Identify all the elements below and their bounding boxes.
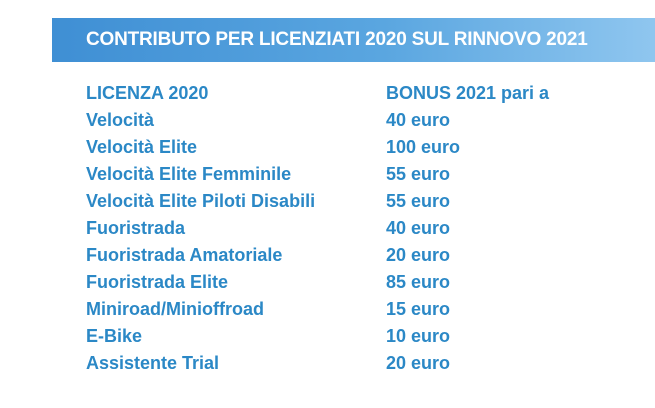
table-row: Velocità Elite Piloti Disabili 55 euro [86,188,606,215]
license-cell: Assistente Trial [86,353,220,373]
bonus-cell: 55 euro [386,164,451,184]
header-band [52,18,655,62]
page-title: CONTRIBUTO PER LICENZIATI 2020 SUL RINNO… [86,29,588,50]
bonus-cell: 100 euro [386,137,461,157]
bonus-cell: 55 euro [386,191,451,211]
table-row: Miniroad/Minioffroad 15 euro [86,296,606,323]
license-cell: Fuoristrada [86,218,186,238]
table-header-row: LICENZA 2020 BONUS 2021 pari a [86,80,606,107]
table-row: Assistente Trial 20 euro [86,350,606,377]
column-header-bonus: BONUS 2021 pari a [386,83,550,103]
table-row: E-Bike 10 euro [86,323,606,350]
license-cell: Miniroad/Minioffroad [86,299,264,319]
table-row: Velocità Elite Femminile 55 euro [86,161,606,188]
bonus-cell: 20 euro [386,245,451,265]
table-row: Fuoristrada Amatoriale 20 euro [86,242,606,269]
table-row: Fuoristrada 40 euro [86,215,606,242]
table-row: Velocità 40 euro [86,107,606,134]
bonus-cell: 40 euro [386,218,451,238]
bonus-cell: 85 euro [386,272,451,292]
license-cell: Fuoristrada Amatoriale [86,245,283,265]
license-cell: Velocità Elite Piloti Disabili [86,191,316,211]
license-cell: Velocità [86,110,155,130]
bonus-cell: 40 euro [386,110,451,130]
table-row: Velocità Elite 100 euro [86,134,606,161]
bonus-cell: 15 euro [386,299,451,319]
license-cell: E-Bike [86,326,143,346]
bonus-cell: 10 euro [386,326,451,346]
table-row: Fuoristrada Elite 85 euro [86,269,606,296]
column-header-license: LICENZA 2020 [86,83,209,103]
license-cell: Velocità Elite [86,137,198,157]
bonus-table: LICENZA 2020 BONUS 2021 pari a Velocità … [86,80,606,377]
license-cell: Velocità Elite Femminile [86,164,292,184]
license-cell: Fuoristrada Elite [86,272,229,292]
bonus-cell: 20 euro [386,353,451,373]
